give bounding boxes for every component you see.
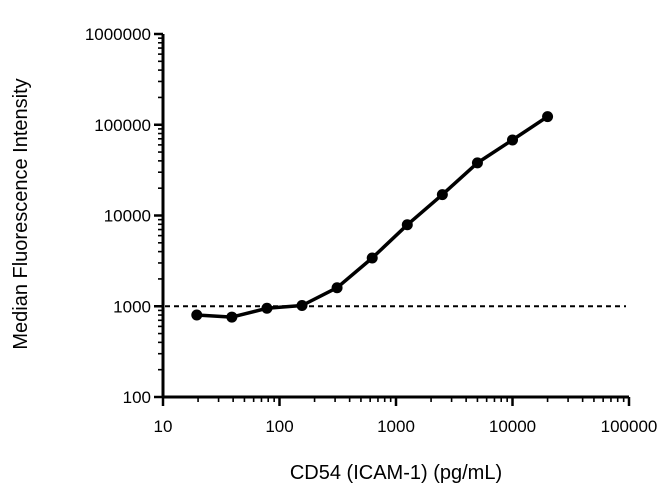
- x-tick-label: 100: [265, 417, 293, 436]
- data-point: [296, 299, 308, 311]
- y-tick-label: 100000: [94, 116, 151, 135]
- data-point: [471, 157, 483, 169]
- x-tick-labels: 10 100 1000 10000 100000: [154, 417, 658, 436]
- data-point: [401, 219, 413, 231]
- y-axis-title: Median Fluorescence Intensity: [10, 78, 32, 349]
- axes: [161, 34, 629, 399]
- data-point: [191, 309, 203, 321]
- x-tick-label: 10000: [489, 417, 536, 436]
- y-tick-label: 10000: [104, 207, 151, 226]
- data-point: [542, 111, 554, 123]
- series-line: [196, 115, 549, 319]
- x-axis-title: CD54 (ICAM-1) (pg/mL): [290, 462, 502, 484]
- x-tick-label: 1000: [377, 417, 415, 436]
- x-major-ticks: [161, 397, 631, 406]
- data-point: [261, 302, 273, 314]
- data-point: [507, 134, 518, 146]
- data-point: [226, 311, 238, 323]
- x-minor-ticks: [197, 397, 625, 402]
- y-tick-label: 1000000: [85, 25, 151, 44]
- y-major-ticks: [154, 32, 163, 399]
- x-tick-label: 10: [154, 417, 173, 436]
- data-point: [436, 189, 448, 201]
- x-tick-label: 100000: [601, 417, 658, 436]
- data-point: [366, 252, 378, 264]
- series-group: [191, 111, 554, 323]
- y-tick-label: 1000: [113, 297, 151, 316]
- y-minor-ticks: [158, 37, 163, 371]
- y-tick-label: 100: [123, 388, 151, 407]
- y-tick-labels: 100 1000 10000 100000 1000000: [85, 25, 151, 407]
- data-point: [331, 282, 343, 294]
